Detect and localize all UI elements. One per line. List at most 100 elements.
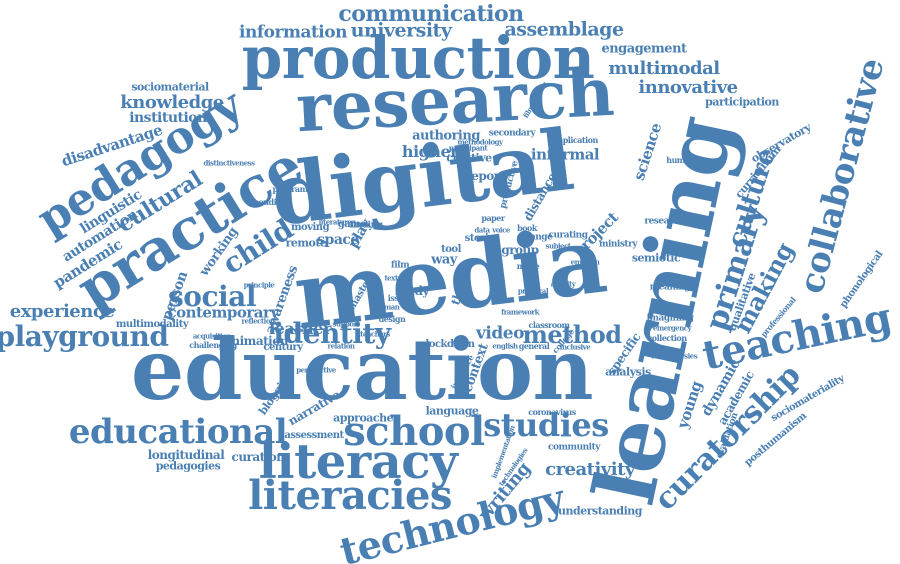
word-framework: framework xyxy=(501,307,539,317)
word-meaning: meaning xyxy=(649,282,691,293)
word-curating: curating xyxy=(548,230,588,241)
word-multimodality: multimodality xyxy=(115,319,189,330)
word-condition: condition xyxy=(253,197,293,207)
word-social: social xyxy=(168,280,256,313)
word-communication: communication xyxy=(338,1,524,27)
word-playground: playground xyxy=(0,320,169,353)
word-challenging: challenging xyxy=(189,340,237,350)
word-century: century xyxy=(263,342,303,353)
word-knowledge: knowledge xyxy=(120,92,224,113)
word-lockdown: lockdown xyxy=(425,339,475,350)
word-program: program xyxy=(272,184,308,194)
word-game: game xyxy=(337,219,367,230)
word-experience: experience xyxy=(9,301,115,322)
word-ministry: ministry xyxy=(598,239,638,250)
word-practical: practical xyxy=(517,286,549,296)
word-moving: moving xyxy=(290,222,330,233)
word-sociomaterial: sociomaterial xyxy=(131,80,209,94)
word-approaches: approaches xyxy=(333,411,399,425)
word-english: english xyxy=(492,341,518,351)
word-information: information xyxy=(239,22,347,43)
word-film: film xyxy=(390,260,410,271)
word-video: video xyxy=(476,323,524,344)
word-distinctiveness: distinctiveness xyxy=(203,158,255,168)
word-education: education xyxy=(130,320,594,419)
word-inclusive: inclusive xyxy=(559,342,591,352)
word-literacy: literacy xyxy=(258,434,458,490)
word-analysis: analysis xyxy=(605,365,651,379)
word-reflection: reflection xyxy=(241,316,275,326)
word-identity: identity xyxy=(273,317,391,350)
word-understanding: understanding xyxy=(558,504,642,518)
word-principle: principle xyxy=(243,280,275,290)
word-voice: voice xyxy=(492,225,510,235)
word-activity: activity xyxy=(550,279,576,289)
word-contemporary: contemporary xyxy=(167,303,279,322)
word-way: way xyxy=(431,252,457,268)
word-production: production xyxy=(241,24,595,92)
word-implication: implication xyxy=(552,135,598,145)
word-participation: participation xyxy=(705,95,779,109)
word-human: human xyxy=(374,302,400,312)
word-coronavirus: coronavirus xyxy=(528,407,576,417)
word-humanities: humanities xyxy=(666,155,712,165)
word-emotion: emotion xyxy=(570,257,600,267)
word-literature: literature xyxy=(318,217,352,227)
word-space: space xyxy=(317,232,359,248)
word-authoring: authoring xyxy=(412,128,480,144)
word-language: language xyxy=(425,404,479,418)
word-community: community xyxy=(548,442,600,453)
word-curation: curation xyxy=(231,450,285,464)
word-paper: paper xyxy=(481,213,505,223)
word-informal: informal xyxy=(530,145,600,164)
word-book: book xyxy=(517,223,537,233)
word-teachers: teachers xyxy=(360,329,390,339)
word-acquisition: acquisition xyxy=(192,331,232,341)
word-educational: educational xyxy=(68,412,288,452)
word-study: study xyxy=(395,284,429,298)
word-tool: tool xyxy=(441,244,461,255)
word-pedagogies: pedagogies xyxy=(155,459,221,473)
word-creative: creative xyxy=(446,151,492,165)
word-range: range xyxy=(525,232,553,243)
word-text: text xyxy=(384,273,398,283)
word-observatory: observatory xyxy=(748,120,814,166)
word-code: code xyxy=(293,325,311,335)
word-mode: mode xyxy=(516,261,540,271)
word-literacies: literacies xyxy=(248,472,452,519)
word-longitudinal: longitudinal xyxy=(147,448,225,462)
word-researcher: researcher xyxy=(644,216,694,227)
word-multimodal: multimodal xyxy=(608,58,720,79)
word-secondary: secondary xyxy=(488,128,536,139)
word-support: support xyxy=(332,319,360,329)
word-university: university xyxy=(350,19,452,42)
word-design: design xyxy=(378,314,406,324)
word-finding: finding xyxy=(349,220,383,231)
word-participant: methodology xyxy=(457,137,503,147)
word-school: school xyxy=(343,408,485,455)
word-general: general xyxy=(518,341,550,351)
word-learner: learner xyxy=(269,319,331,338)
word-group: group xyxy=(501,243,539,257)
word-tutoring: participant xyxy=(448,143,488,153)
word-controversies: controversies xyxy=(650,351,698,361)
word-engagement: engagement xyxy=(601,41,687,57)
word-stories: stories xyxy=(464,233,500,244)
word-semiotic: semiotic xyxy=(631,251,681,265)
word-subject: subject xyxy=(545,241,571,251)
word-perspective: perspective xyxy=(296,365,336,375)
word-animation: animation xyxy=(224,334,288,348)
word-issue: issue xyxy=(387,293,409,303)
word-classroom: classroom xyxy=(528,320,570,330)
word-higher: higher xyxy=(401,142,459,161)
word-method: method xyxy=(522,320,623,349)
word-emergency: emergency xyxy=(652,323,692,333)
word-data: data xyxy=(474,225,490,235)
word-relation: relation xyxy=(327,341,356,351)
word-creativity: creativity xyxy=(545,459,635,480)
word-imagining: imagining xyxy=(646,313,694,324)
word-studies: studies xyxy=(483,406,609,444)
word-innovative: innovative xyxy=(638,77,738,98)
word-assessment: assessment xyxy=(284,430,344,441)
